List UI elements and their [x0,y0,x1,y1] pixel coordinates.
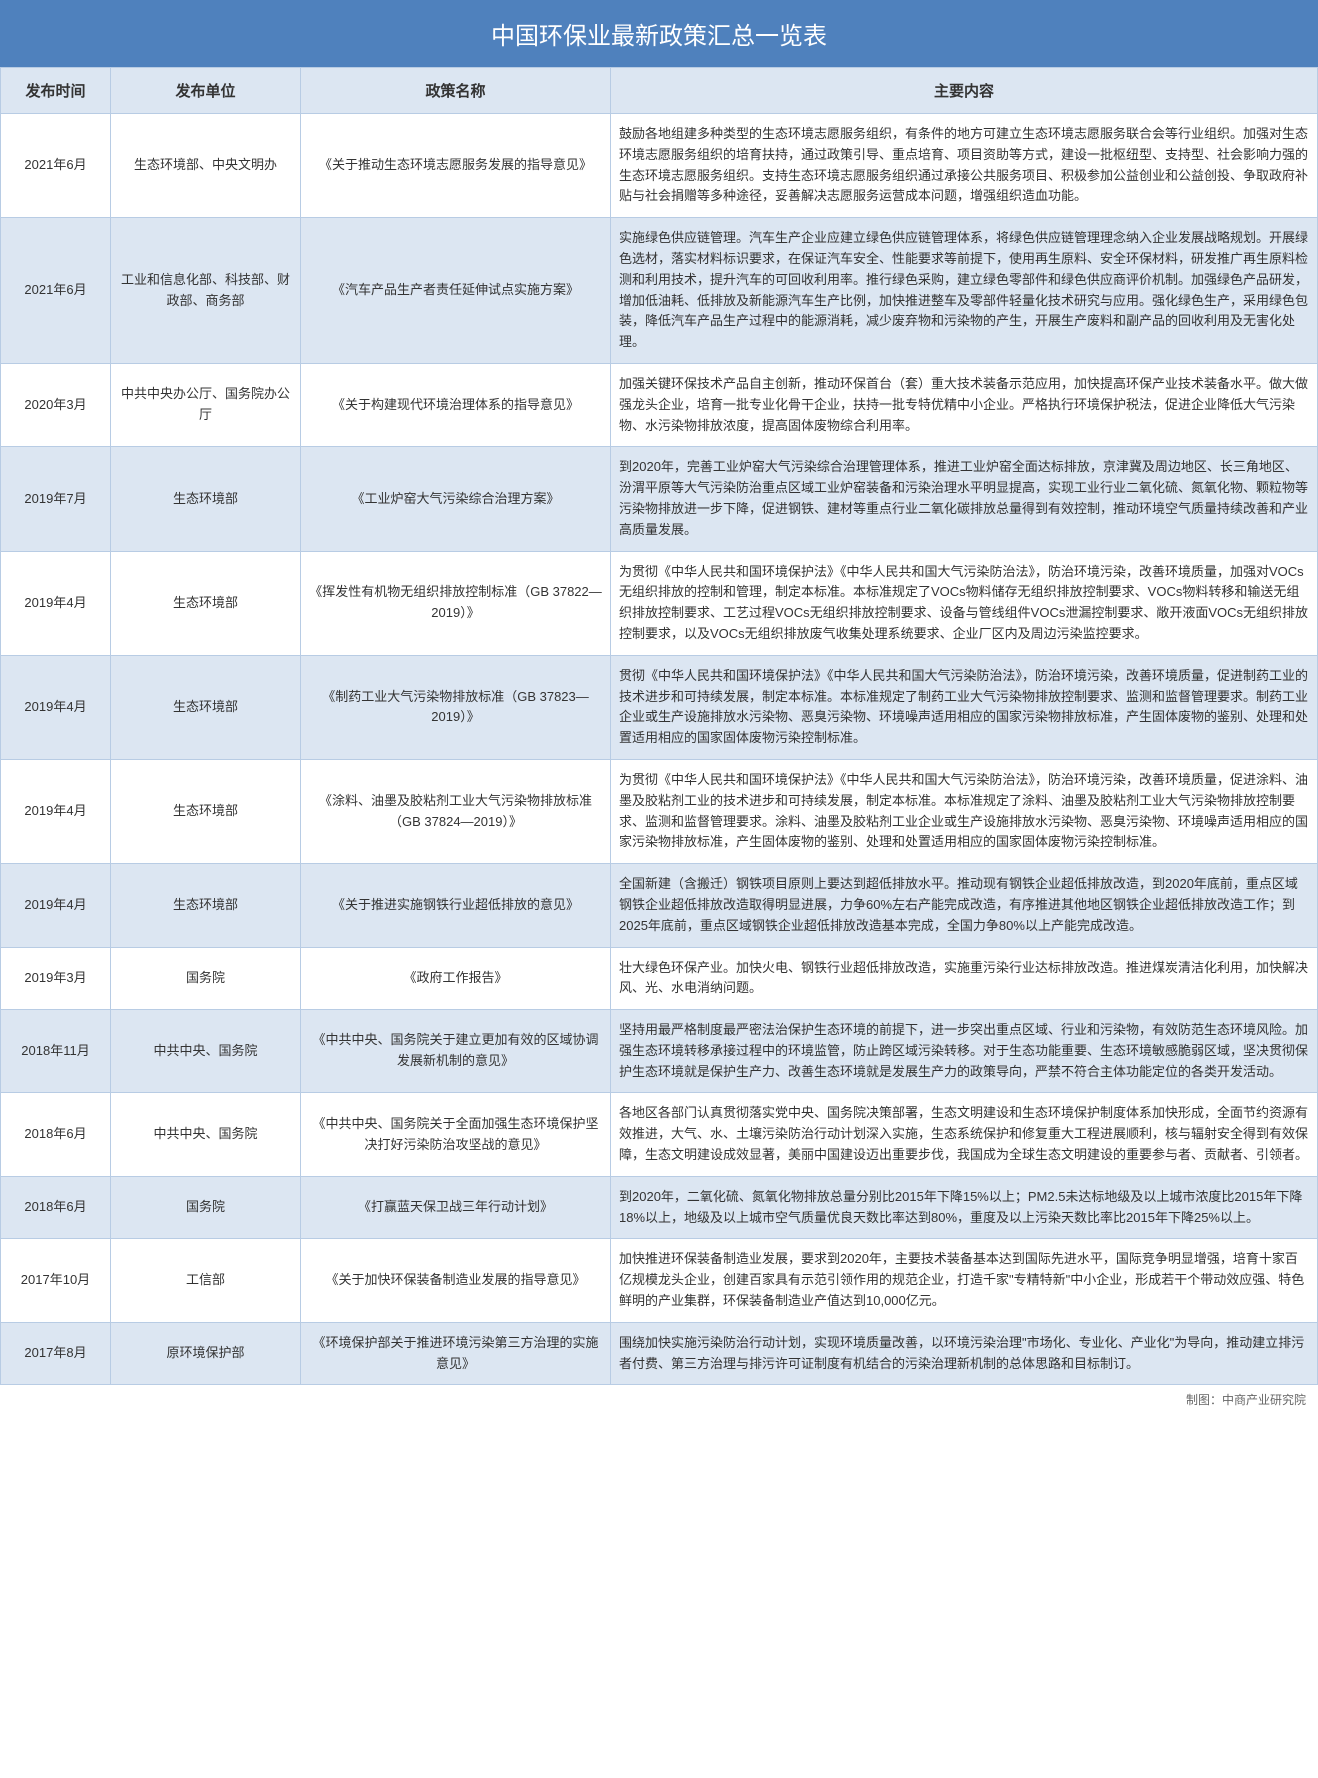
cell-policy: 《中共中央、国务院关于建立更加有效的区域协调发展新机制的意见》 [301,1010,611,1093]
cell-policy: 《打赢蓝天保卫战三年行动计划》 [301,1176,611,1239]
cell-content: 全国新建（含搬迁）钢铁项目原则上要达到超低排放水平。推动现有钢铁企业超低排放改造… [611,864,1318,947]
policy-table: 发布时间 发布单位 政策名称 主要内容 2021年6月生态环境部、中央文明办《关… [0,67,1318,1385]
cell-content: 加快推进环保装备制造业发展，要求到2020年，主要技术装备基本达到国际先进水平，… [611,1239,1318,1322]
page-title: 中国环保业最新政策汇总一览表 [0,0,1318,67]
table-header-row: 发布时间 发布单位 政策名称 主要内容 [1,68,1318,114]
cell-content: 坚持用最严格制度最严密法治保护生态环境的前提下，进一步突出重点区域、行业和污染物… [611,1010,1318,1093]
cell-policy: 《汽车产品生产者责任延伸试点实施方案》 [301,218,611,364]
cell-date: 2019年4月 [1,759,111,863]
cell-content: 各地区各部门认真贯彻落实党中央、国务院决策部署，生态文明建设和生态环境保护制度体… [611,1093,1318,1176]
cell-policy: 《关于推进实施钢铁行业超低排放的意见》 [301,864,611,947]
cell-publisher: 中共中央、国务院 [111,1093,301,1176]
cell-policy: 《涂料、油墨及胶粘剂工业大气污染物排放标准（GB 37824—2019）》 [301,759,611,863]
cell-policy: 《关于推动生态环境志愿服务发展的指导意见》 [301,114,611,218]
cell-publisher: 国务院 [111,947,301,1010]
cell-content: 为贯彻《中华人民共和国环境保护法》《中华人民共和国大气污染防治法》，防治环境污染… [611,759,1318,863]
cell-date: 2021年6月 [1,218,111,364]
cell-content: 壮大绿色环保产业。加快火电、钢铁行业超低排放改造，实施重污染行业达标排放改造。推… [611,947,1318,1010]
cell-date: 2019年4月 [1,864,111,947]
table-row: 2020年3月中共中央办公厅、国务院办公厅《关于构建现代环境治理体系的指导意见》… [1,363,1318,446]
cell-publisher: 生态环境部 [111,447,301,551]
cell-content: 到2020年，完善工业炉窑大气污染综合治理管理体系，推进工业炉窑全面达标排放，京… [611,447,1318,551]
th-content: 主要内容 [611,68,1318,114]
cell-policy: 《环境保护部关于推进环境污染第三方治理的实施意见》 [301,1322,611,1385]
cell-date: 2021年6月 [1,114,111,218]
cell-publisher: 工业和信息化部、科技部、财政部、商务部 [111,218,301,364]
table-row: 2021年6月工业和信息化部、科技部、财政部、商务部《汽车产品生产者责任延伸试点… [1,218,1318,364]
cell-policy: 《中共中央、国务院关于全面加强生态环境保护坚决打好污染防治攻坚战的意见》 [301,1093,611,1176]
cell-date: 2019年4月 [1,551,111,655]
cell-publisher: 生态环境部 [111,551,301,655]
cell-publisher: 中共中央、国务院 [111,1010,301,1093]
cell-policy: 《制药工业大气污染物排放标准（GB 37823—2019）》 [301,655,611,759]
cell-publisher: 国务院 [111,1176,301,1239]
table-row: 2019年4月生态环境部《涂料、油墨及胶粘剂工业大气污染物排放标准（GB 378… [1,759,1318,863]
th-policy: 政策名称 [301,68,611,114]
cell-policy: 《关于加快环保装备制造业发展的指导意见》 [301,1239,611,1322]
cell-publisher: 原环境保护部 [111,1322,301,1385]
table-row: 2019年4月生态环境部《挥发性有机物无组织排放控制标准（GB 37822—20… [1,551,1318,655]
cell-date: 2020年3月 [1,363,111,446]
table-body: 2021年6月生态环境部、中央文明办《关于推动生态环境志愿服务发展的指导意见》鼓… [1,114,1318,1385]
cell-policy: 《政府工作报告》 [301,947,611,1010]
cell-publisher: 生态环境部 [111,655,301,759]
table-row: 2018年6月国务院《打赢蓝天保卫战三年行动计划》到2020年，二氧化硫、氮氧化… [1,1176,1318,1239]
cell-date: 2017年10月 [1,1239,111,1322]
table-row: 2017年8月原环境保护部《环境保护部关于推进环境污染第三方治理的实施意见》围绕… [1,1322,1318,1385]
cell-publisher: 生态环境部、中央文明办 [111,114,301,218]
cell-content: 贯彻《中华人民共和国环境保护法》《中华人民共和国大气污染防治法》，防治环境污染，… [611,655,1318,759]
cell-content: 鼓励各地组建多种类型的生态环境志愿服务组织，有条件的地方可建立生态环境志愿服务联… [611,114,1318,218]
table-row: 2021年6月生态环境部、中央文明办《关于推动生态环境志愿服务发展的指导意见》鼓… [1,114,1318,218]
cell-publisher: 生态环境部 [111,864,301,947]
cell-content: 围绕加快实施污染防治行动计划，实现环境质量改善，以环境污染治理"市场化、专业化、… [611,1322,1318,1385]
cell-date: 2017年8月 [1,1322,111,1385]
cell-policy: 《关于构建现代环境治理体系的指导意见》 [301,363,611,446]
cell-content: 为贯彻《中华人民共和国环境保护法》《中华人民共和国大气污染防治法》，防治环境污染… [611,551,1318,655]
policy-table-container: 中国环保业最新政策汇总一览表 发布时间 发布单位 政策名称 主要内容 2021年… [0,0,1318,1420]
table-row: 2019年3月国务院《政府工作报告》壮大绿色环保产业。加快火电、钢铁行业超低排放… [1,947,1318,1010]
cell-publisher: 工信部 [111,1239,301,1322]
th-date: 发布时间 [1,68,111,114]
cell-publisher: 中共中央办公厅、国务院办公厅 [111,363,301,446]
cell-date: 2019年4月 [1,655,111,759]
cell-content: 实施绿色供应链管理。汽车生产企业应建立绿色供应链管理体系，将绿色供应链管理理念纳… [611,218,1318,364]
cell-publisher: 生态环境部 [111,759,301,863]
cell-content: 加强关键环保技术产品自主创新，推动环保首台（套）重大技术装备示范应用，加快提高环… [611,363,1318,446]
cell-date: 2018年11月 [1,1010,111,1093]
cell-date: 2018年6月 [1,1176,111,1239]
table-row: 2019年4月生态环境部《制药工业大气污染物排放标准（GB 37823—2019… [1,655,1318,759]
table-row: 2018年11月中共中央、国务院《中共中央、国务院关于建立更加有效的区域协调发展… [1,1010,1318,1093]
cell-date: 2019年3月 [1,947,111,1010]
table-row: 2018年6月中共中央、国务院《中共中央、国务院关于全面加强生态环境保护坚决打好… [1,1093,1318,1176]
source-attribution: 制图：中商产业研究院 [0,1385,1318,1420]
table-row: 2019年7月生态环境部《工业炉窑大气污染综合治理方案》到2020年，完善工业炉… [1,447,1318,551]
cell-date: 2019年7月 [1,447,111,551]
table-row: 2017年10月工信部《关于加快环保装备制造业发展的指导意见》加快推进环保装备制… [1,1239,1318,1322]
cell-policy: 《工业炉窑大气污染综合治理方案》 [301,447,611,551]
th-publisher: 发布单位 [111,68,301,114]
table-row: 2019年4月生态环境部《关于推进实施钢铁行业超低排放的意见》全国新建（含搬迁）… [1,864,1318,947]
cell-policy: 《挥发性有机物无组织排放控制标准（GB 37822—2019）》 [301,551,611,655]
cell-date: 2018年6月 [1,1093,111,1176]
cell-content: 到2020年，二氧化硫、氮氧化物排放总量分别比2015年下降15%以上；PM2.… [611,1176,1318,1239]
